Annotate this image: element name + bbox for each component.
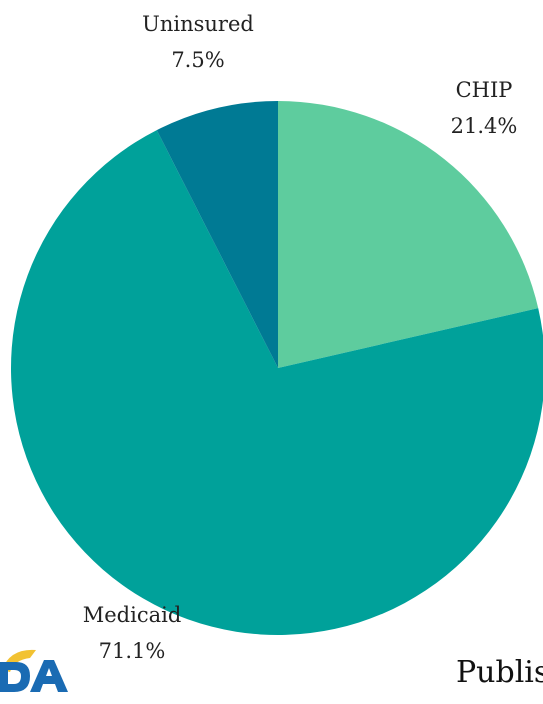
publisher-logo	[0, 649, 68, 692]
pie-slice-uninsured	[156, 101, 278, 368]
slice-label-name: Uninsured	[142, 12, 254, 36]
slice-label-name: CHIP	[455, 78, 513, 102]
slice-label-value: 21.4%	[450, 114, 518, 138]
slice-label-name: Medicaid	[82, 603, 182, 627]
footer-text: Publis	[456, 655, 543, 690]
slice-label-value: 71.1%	[98, 639, 166, 663]
slice-label-uninsured: Uninsured 7.5%	[142, 6, 254, 78]
logo-letter-d	[0, 662, 30, 692]
slice-label-medicaid: Medicaid 71.1%	[83, 597, 182, 669]
slice-label-chip: CHIP 21.4%	[451, 72, 518, 144]
logo-letter-a	[30, 660, 68, 692]
slice-label-value: 7.5%	[171, 48, 225, 72]
pie-slice-medicaid	[11, 130, 543, 635]
pie-slice-chip	[278, 100, 539, 368]
